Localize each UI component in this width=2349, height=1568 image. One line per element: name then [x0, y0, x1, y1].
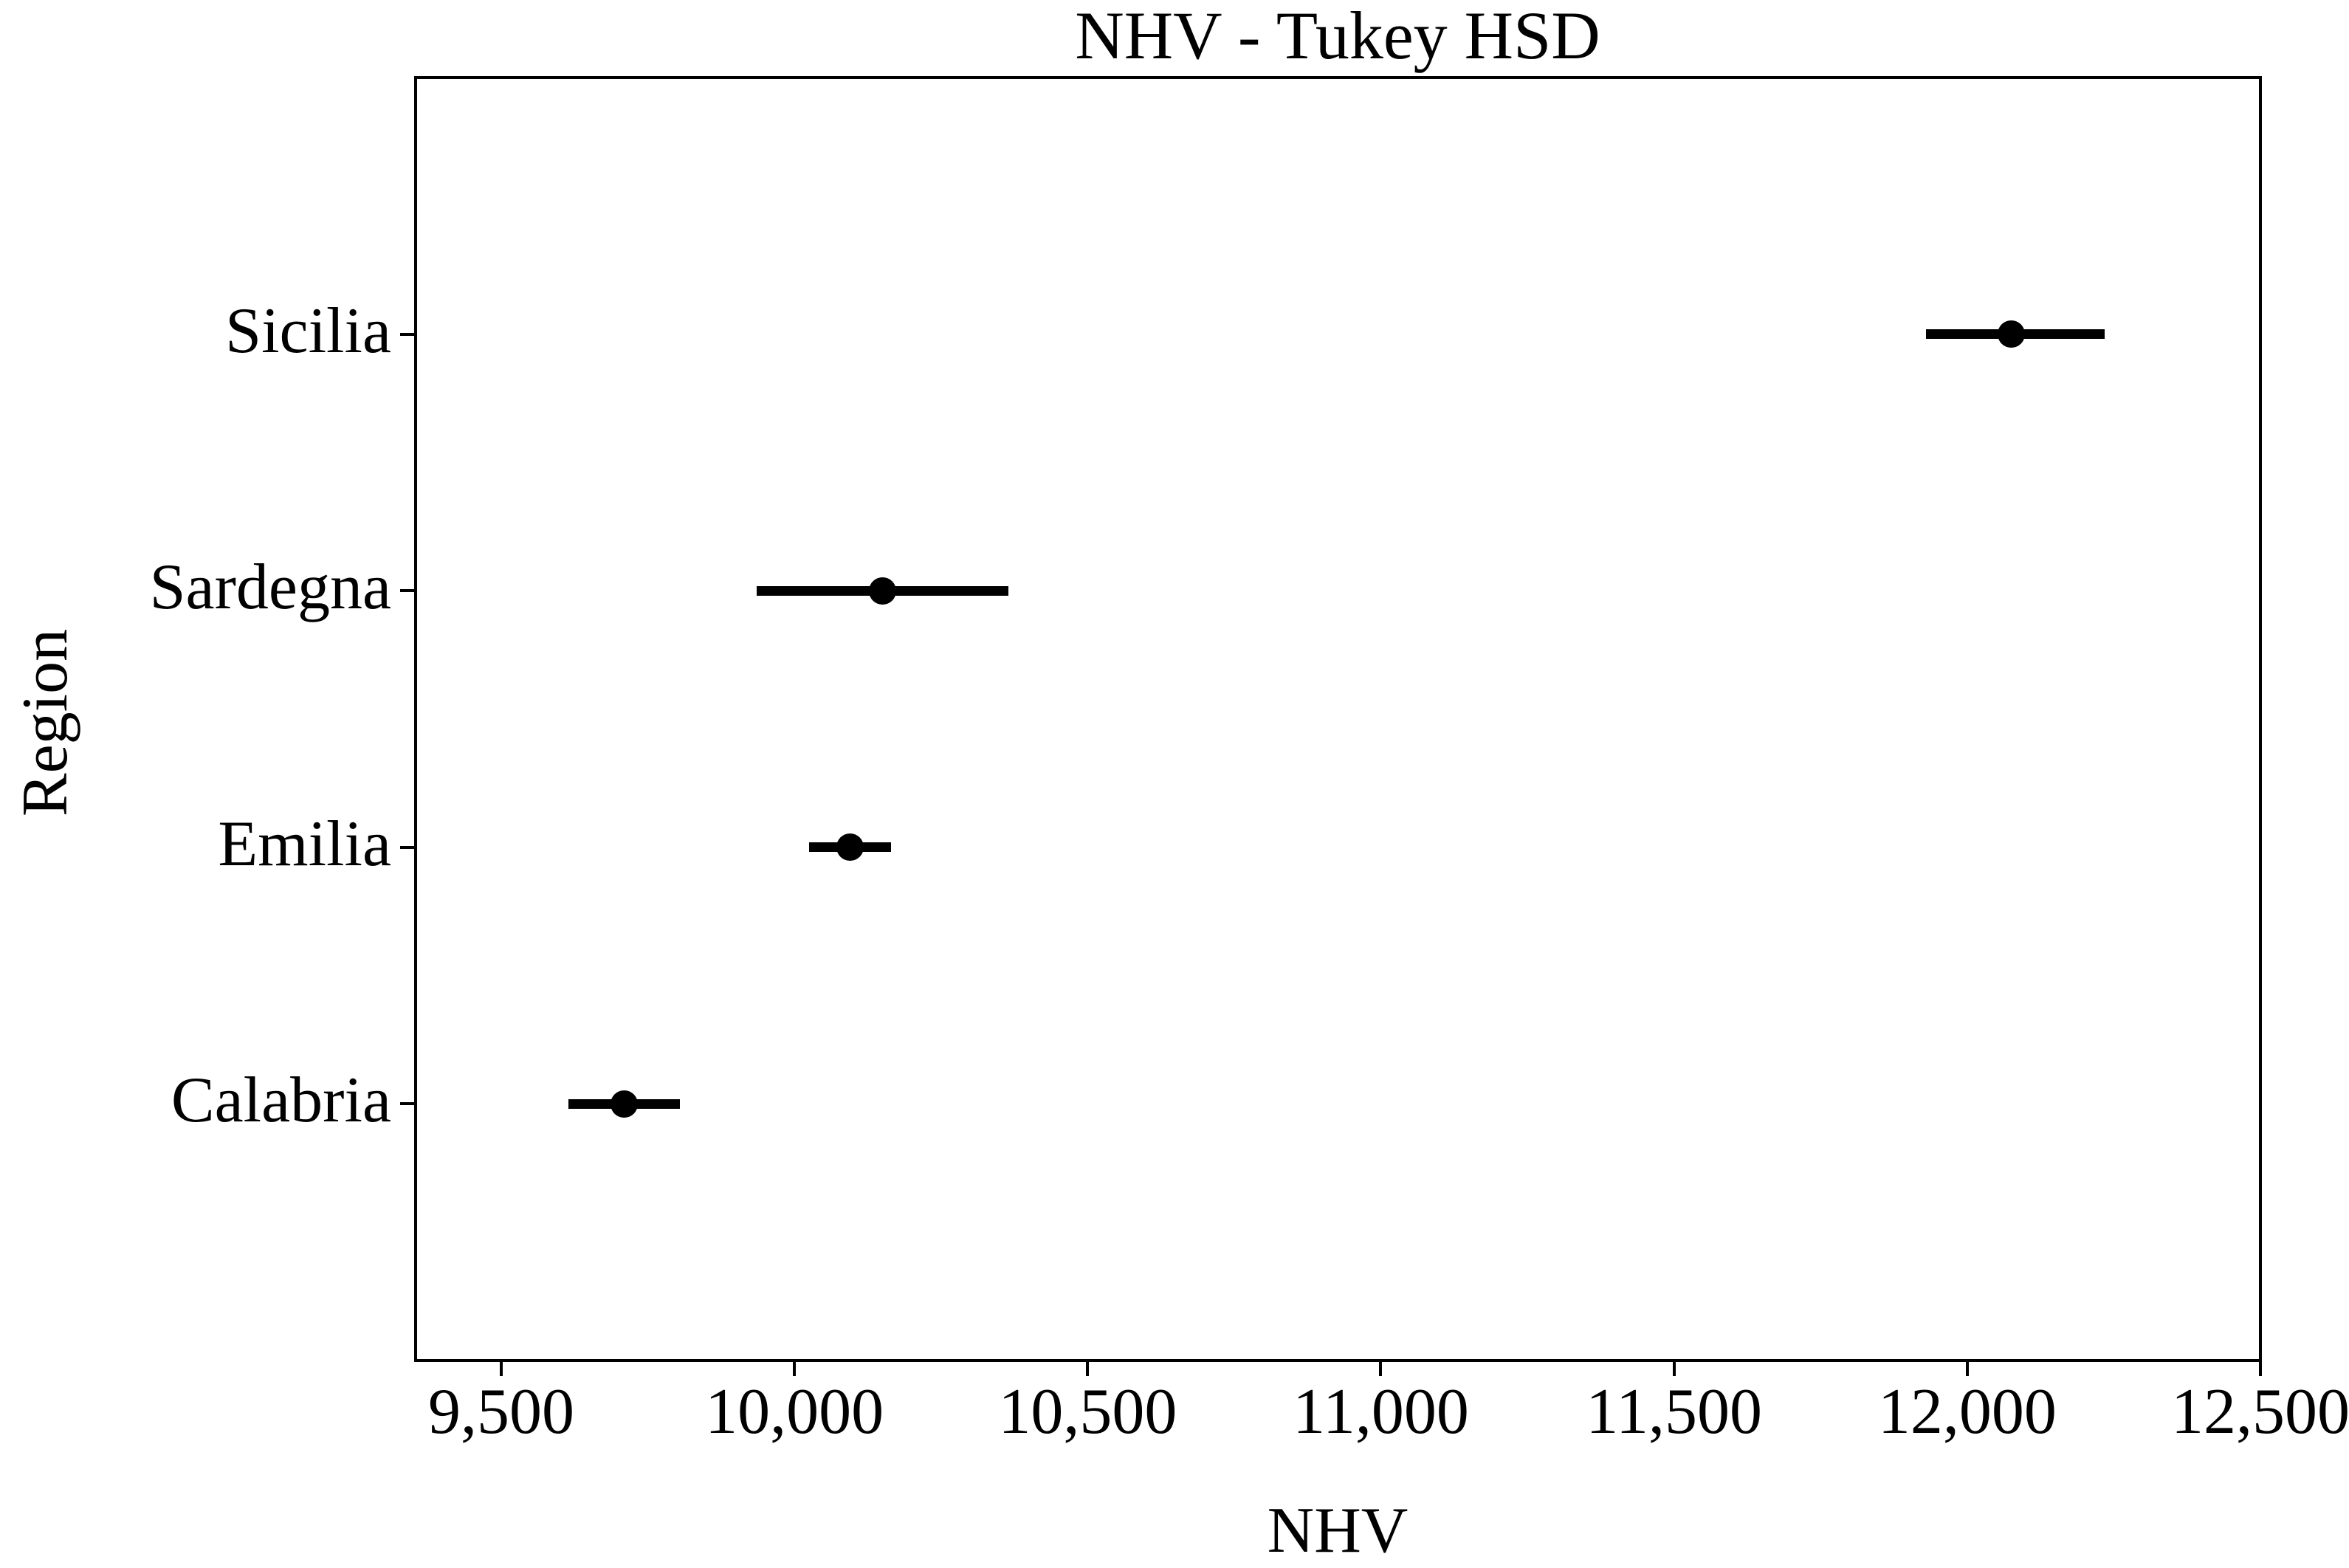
x-tick-label: 11,000: [1293, 1376, 1469, 1448]
x-axis-label: NHV: [1267, 1495, 1409, 1567]
x-axis-tick: [1672, 1362, 1676, 1376]
x-tick-label: 11,500: [1586, 1376, 1763, 1448]
chart-title: NHV - Tukey HSD: [1075, 0, 1600, 73]
x-tick-label: 9,500: [427, 1376, 574, 1448]
x-axis-tick: [1965, 1362, 1969, 1376]
y-tick-label-emilia: Emilia: [218, 808, 391, 880]
x-axis-tick: [1379, 1362, 1383, 1376]
y-axis-tick: [400, 332, 414, 336]
mean-marker-sardegna: [868, 577, 896, 605]
x-tick-label: 12,000: [1877, 1376, 2057, 1448]
y-axis-tick: [400, 1102, 414, 1106]
x-axis-tick: [2259, 1362, 2262, 1376]
mean-marker-calabria: [611, 1090, 639, 1118]
x-axis-tick: [793, 1362, 797, 1376]
y-tick-label-calabria: Calabria: [171, 1065, 391, 1137]
plot-area: [414, 76, 2262, 1362]
x-tick-label: 12,500: [2171, 1376, 2349, 1448]
x-tick-label: 10,500: [998, 1376, 1177, 1448]
x-axis-tick: [1086, 1362, 1090, 1376]
y-tick-label-sicilia: Sicilia: [225, 295, 391, 367]
mean-marker-emilia: [836, 833, 864, 862]
x-tick-label: 10,000: [705, 1376, 884, 1448]
x-axis-tick: [499, 1362, 503, 1376]
y-tick-label-sardegna: Sardegna: [149, 551, 391, 624]
y-axis-tick: [400, 589, 414, 593]
mean-marker-sicilia: [1997, 320, 2025, 348]
y-axis-tick: [400, 845, 414, 849]
